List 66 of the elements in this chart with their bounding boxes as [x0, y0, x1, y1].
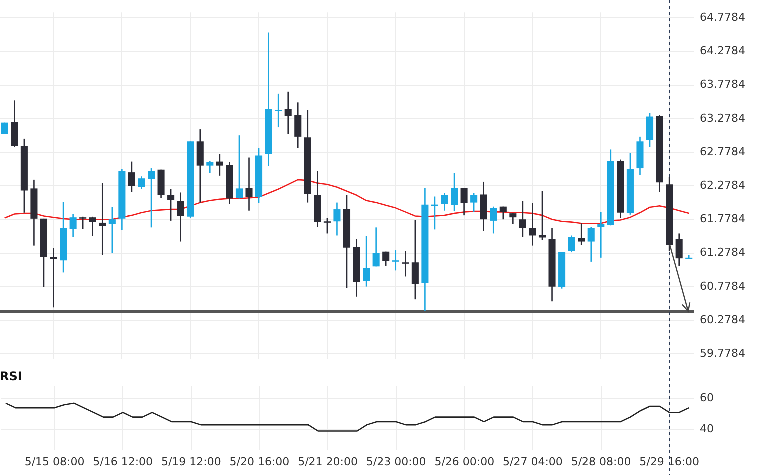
candlestick — [441, 192, 448, 212]
candlestick — [108, 206, 116, 254]
candlestick — [460, 187, 468, 216]
candlestick — [216, 154, 224, 177]
candlestick — [588, 226, 595, 263]
candlestick — [646, 112, 654, 148]
y-tick-label: 61.7784 — [700, 212, 746, 226]
y-tick-label: 63.2784 — [700, 112, 746, 125]
y-tick-label: 62.7784 — [700, 145, 746, 158]
candlestick — [50, 248, 58, 308]
candlestick — [382, 251, 390, 267]
candlestick — [334, 202, 341, 236]
candlestick — [99, 182, 106, 256]
y-tick-label: 60.7784 — [700, 280, 746, 293]
y-tick-label: 59.7784 — [700, 346, 746, 360]
candlestick — [89, 216, 96, 238]
y-tick-label: 60.2784 — [700, 313, 746, 326]
candlestick — [510, 212, 517, 225]
candlestick — [568, 235, 576, 254]
y-tick-label: 62.2784 — [700, 178, 746, 192]
candlestick — [529, 202, 536, 246]
y-tick-label: 63.7784 — [700, 78, 746, 92]
x-tick-label: 5/26 00:00 — [434, 455, 495, 468]
candlestick — [70, 214, 77, 238]
candlestick — [470, 192, 478, 213]
x-tick-label: 5/15 08:00 — [24, 455, 85, 468]
candlestick — [206, 160, 214, 174]
candlestick — [372, 227, 380, 268]
x-tick-label: 5/29 16:00 — [640, 455, 700, 468]
candlestick — [294, 102, 302, 150]
candlestick — [275, 93, 282, 128]
candlestick — [246, 157, 253, 212]
candlestick — [412, 220, 419, 300]
candlestick — [284, 91, 292, 135]
x-tick-label: 5/27 04:00 — [503, 455, 563, 468]
candlestick — [80, 216, 87, 230]
y-tick-label: 64.7784 — [700, 10, 746, 24]
x-tick-label: 5/23 00:00 — [366, 455, 426, 468]
candlestick — [148, 168, 156, 228]
x-tick-label: 5/21 20:00 — [298, 455, 358, 468]
y-tick-label: 40 — [700, 422, 714, 436]
x-tick-label: 5/16 12:00 — [93, 455, 154, 468]
candlestick — [490, 206, 498, 234]
candlestick — [128, 161, 136, 193]
y-tick-label: 60 — [700, 392, 714, 405]
chart-title: RSI — [0, 369, 22, 384]
candlestick — [500, 206, 507, 220]
candlestick — [402, 250, 410, 278]
candlestick — [538, 190, 546, 242]
candlestick — [578, 222, 586, 246]
x-tick-label: 5/28 08:00 — [571, 455, 632, 468]
candlestick — [168, 188, 175, 222]
candlestick — [451, 172, 458, 212]
x-tick-label: 5/20 16:00 — [230, 455, 290, 468]
candlestick — [392, 250, 400, 272]
candlestick — [363, 236, 370, 288]
candlestick — [324, 218, 331, 234]
candlestick — [138, 176, 146, 190]
candlestick — [236, 134, 243, 200]
x-tick-label: 5/19 12:00 — [161, 455, 222, 468]
candlestick — [676, 233, 683, 267]
candlestick — [598, 212, 605, 259]
candlestick — [519, 200, 526, 238]
y-tick-label: 64.2784 — [700, 44, 746, 58]
candlestick — [177, 192, 184, 242]
y-tick-label: 61.2784 — [700, 246, 746, 260]
